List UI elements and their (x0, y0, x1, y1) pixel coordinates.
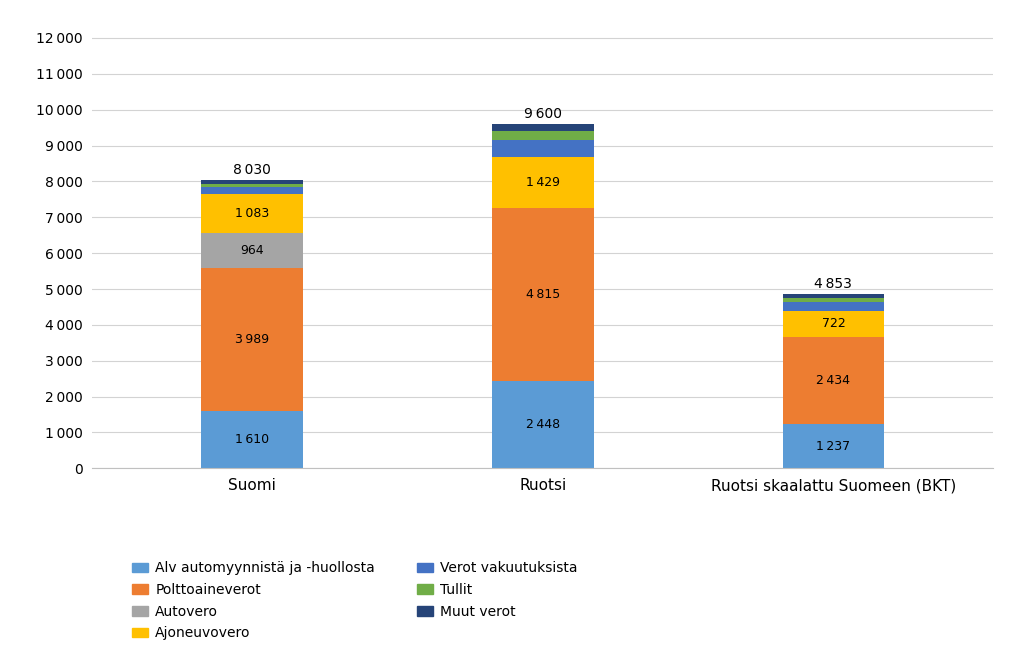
Bar (492, 131, 594, 140)
Text: 4 853: 4 853 (814, 278, 852, 292)
Bar (201, 411, 303, 468)
Text: 8 030: 8 030 (233, 163, 271, 177)
Text: 4 815: 4 815 (525, 288, 560, 300)
Bar (201, 268, 303, 411)
Bar (782, 298, 885, 302)
Bar (492, 381, 594, 468)
Bar (201, 233, 303, 268)
Bar (782, 294, 885, 298)
Bar (492, 124, 594, 131)
Bar (201, 194, 303, 233)
Text: 1 429: 1 429 (525, 176, 560, 189)
Text: 1 237: 1 237 (816, 440, 851, 453)
Text: 9 600: 9 600 (523, 107, 562, 121)
Text: 3 989: 3 989 (234, 332, 269, 346)
Bar (201, 184, 303, 187)
Text: 1 083: 1 083 (234, 207, 269, 220)
Legend: Alv automyynnistä ja -huollosta, Polttoaineverot, Autovero, Ajoneuvovero, Verot : Alv automyynnistä ja -huollosta, Polttoa… (126, 556, 584, 646)
Bar (201, 181, 303, 184)
Bar (782, 311, 885, 337)
Text: 964: 964 (241, 244, 264, 257)
Text: 2 434: 2 434 (816, 374, 850, 387)
Bar (782, 302, 885, 311)
Bar (201, 187, 303, 194)
Bar (492, 208, 594, 381)
Bar (782, 424, 885, 468)
Text: 722: 722 (821, 317, 845, 330)
Text: 2 448: 2 448 (525, 418, 560, 431)
Bar (492, 140, 594, 157)
Bar (782, 337, 885, 424)
Bar (492, 157, 594, 208)
Text: 1 610: 1 610 (234, 433, 269, 446)
